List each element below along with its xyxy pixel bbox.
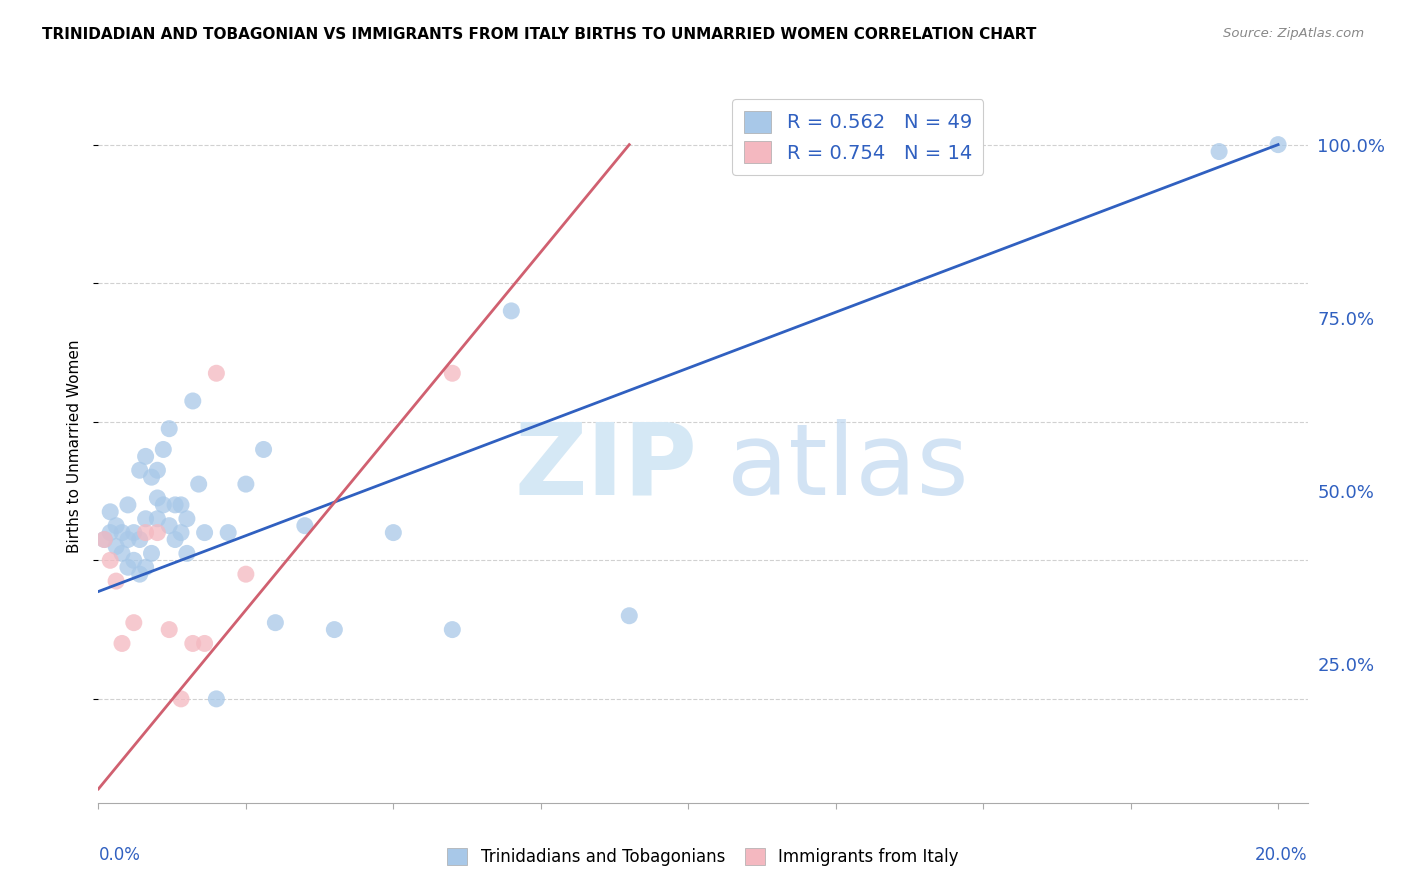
Point bbox=[157, 518, 180, 533]
Point bbox=[382, 525, 405, 540]
Point bbox=[122, 553, 145, 567]
Point bbox=[264, 615, 287, 630]
Point bbox=[93, 533, 115, 547]
Point bbox=[146, 525, 169, 540]
Point bbox=[441, 623, 464, 637]
Point bbox=[141, 470, 163, 484]
Point bbox=[117, 533, 139, 547]
Point bbox=[98, 505, 121, 519]
Point bbox=[111, 636, 134, 650]
Point bbox=[194, 636, 217, 650]
Point bbox=[135, 525, 157, 540]
Text: atlas: atlas bbox=[727, 419, 969, 516]
Point bbox=[217, 525, 239, 540]
Point bbox=[157, 623, 180, 637]
Point bbox=[252, 442, 274, 457]
Point bbox=[619, 608, 641, 623]
Point bbox=[181, 636, 204, 650]
Text: Source: ZipAtlas.com: Source: ZipAtlas.com bbox=[1223, 27, 1364, 40]
Point bbox=[117, 560, 139, 574]
Point bbox=[152, 442, 174, 457]
Point bbox=[122, 525, 145, 540]
Point bbox=[93, 533, 115, 547]
Point bbox=[501, 304, 523, 318]
Point bbox=[176, 512, 198, 526]
Point bbox=[135, 450, 157, 464]
Point bbox=[105, 518, 128, 533]
Point bbox=[235, 567, 257, 582]
Text: 0.0%: 0.0% bbox=[98, 846, 141, 863]
Point bbox=[181, 394, 204, 409]
Point bbox=[170, 691, 193, 706]
Point bbox=[111, 546, 134, 560]
Point bbox=[187, 477, 209, 491]
Point bbox=[135, 512, 157, 526]
Point bbox=[146, 512, 169, 526]
Point bbox=[152, 498, 174, 512]
Point bbox=[235, 477, 257, 491]
Text: TRINIDADIAN AND TOBAGONIAN VS IMMIGRANTS FROM ITALY BIRTHS TO UNMARRIED WOMEN CO: TRINIDADIAN AND TOBAGONIAN VS IMMIGRANTS… bbox=[42, 27, 1036, 42]
Point bbox=[146, 463, 169, 477]
Point bbox=[1267, 137, 1289, 152]
Point bbox=[128, 567, 150, 582]
Point bbox=[111, 525, 134, 540]
Point bbox=[117, 498, 139, 512]
Point bbox=[165, 498, 187, 512]
Point bbox=[441, 366, 464, 380]
Y-axis label: Births to Unmarried Women: Births to Unmarried Women bbox=[67, 339, 83, 553]
Point bbox=[135, 560, 157, 574]
Point bbox=[294, 518, 316, 533]
Point bbox=[170, 525, 193, 540]
Legend: Trinidadians and Tobagonians, Immigrants from Italy: Trinidadians and Tobagonians, Immigrants… bbox=[440, 841, 966, 873]
Point bbox=[323, 623, 346, 637]
Text: ZIP: ZIP bbox=[515, 419, 697, 516]
Point bbox=[194, 525, 217, 540]
Point bbox=[176, 546, 198, 560]
Point bbox=[157, 422, 180, 436]
Text: 20.0%: 20.0% bbox=[1256, 846, 1308, 863]
Point bbox=[98, 553, 121, 567]
Point bbox=[105, 574, 128, 588]
Point bbox=[205, 691, 228, 706]
Point bbox=[122, 615, 145, 630]
Point bbox=[105, 540, 128, 554]
Point bbox=[141, 546, 163, 560]
Point bbox=[128, 463, 150, 477]
Point bbox=[170, 498, 193, 512]
Point bbox=[205, 366, 228, 380]
Point bbox=[128, 533, 150, 547]
Point bbox=[165, 533, 187, 547]
Point bbox=[98, 525, 121, 540]
Point bbox=[1208, 145, 1230, 159]
Point bbox=[146, 491, 169, 505]
